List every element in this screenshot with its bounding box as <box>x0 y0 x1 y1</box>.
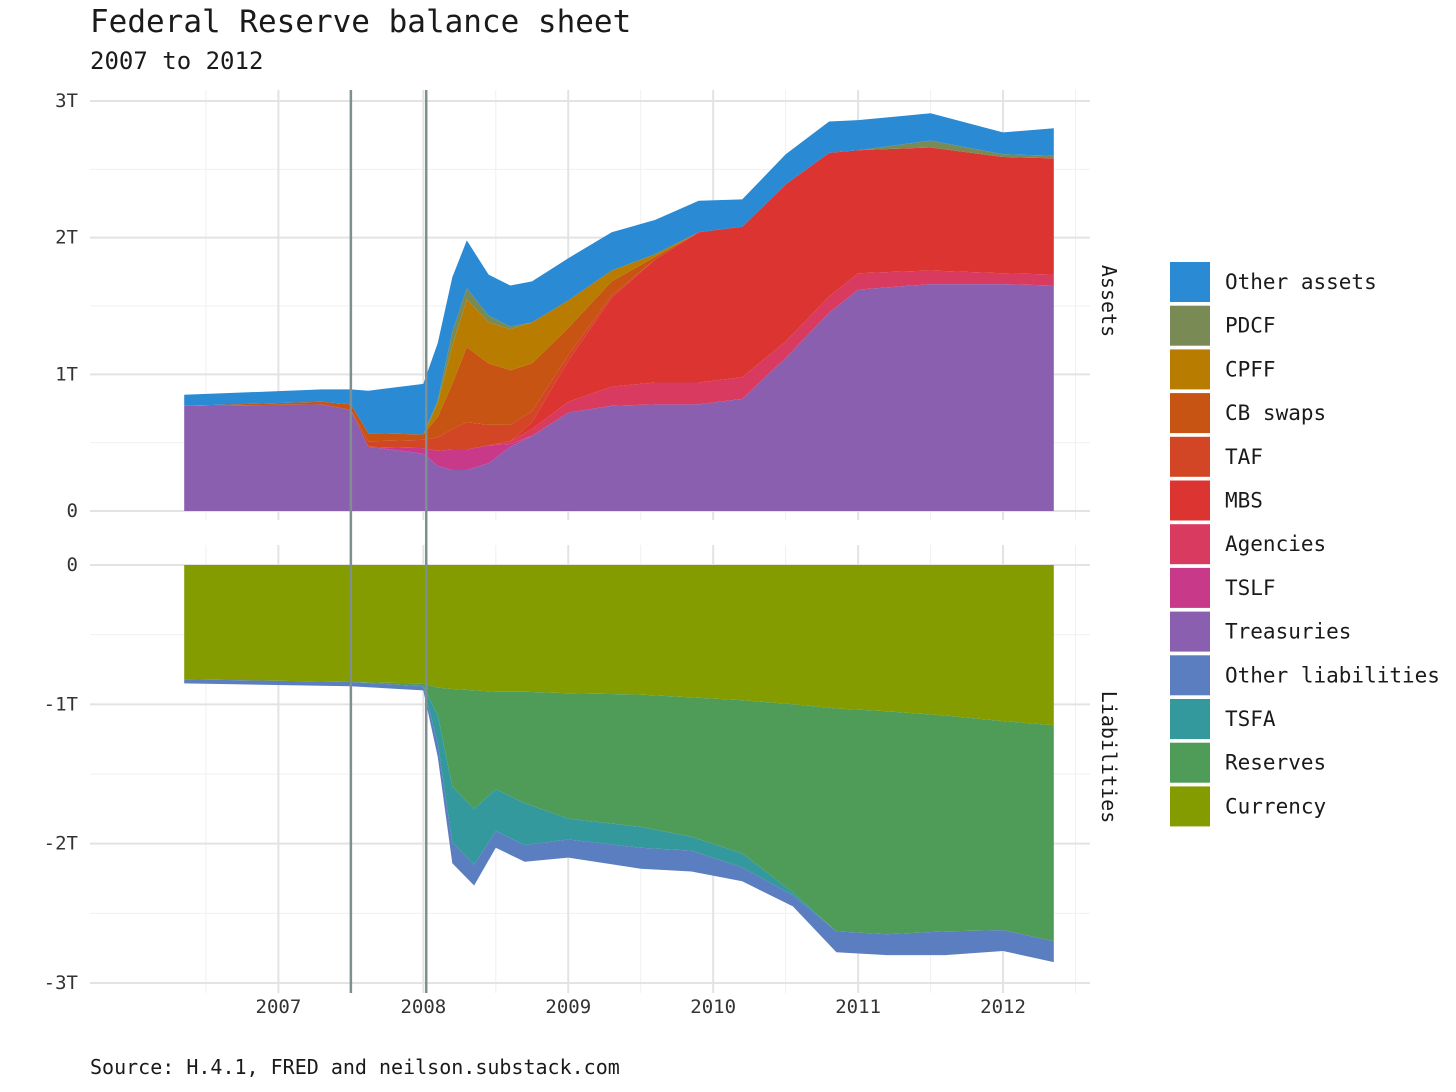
legend-swatch-tslf <box>1170 568 1210 608</box>
liabilities-area-reserves <box>184 679 1054 941</box>
liabilities-panel-label: Liabilities <box>1097 691 1121 823</box>
legend-swatch-reserves <box>1170 743 1210 783</box>
x-tick-label: 2010 <box>690 996 736 1018</box>
legend-label-pdcf: PDCF <box>1225 314 1276 338</box>
legend-swatch-cpff <box>1170 349 1210 389</box>
x-tick-label: 2007 <box>256 996 302 1018</box>
liabilities-y-tick-label: -2T <box>44 833 78 855</box>
liabilities-y-tick-label: -1T <box>44 693 78 715</box>
x-tick-label: 2012 <box>980 996 1026 1018</box>
legend-swatch-cb-swaps <box>1170 393 1210 433</box>
legend-label-reserves: Reserves <box>1225 751 1326 775</box>
legend-label-mbs: MBS <box>1225 489 1263 513</box>
source-caption: Source: H.4.1, FRED and neilson.substack… <box>90 1055 620 1079</box>
legend-swatch-other-assets <box>1170 262 1210 302</box>
legend-label-other-assets: Other assets <box>1225 270 1377 294</box>
legend-swatch-taf <box>1170 437 1210 477</box>
legend-swatch-agencies <box>1170 524 1210 564</box>
legend-swatch-mbs <box>1170 481 1210 521</box>
legend-label-cb-swaps: CB swaps <box>1225 401 1326 425</box>
x-tick-label: 2011 <box>835 996 881 1018</box>
assets-panel-label: Assets <box>1097 265 1121 337</box>
legend-label-tslf: TSLF <box>1225 576 1276 600</box>
legend-label-currency: Currency <box>1225 794 1326 818</box>
liabilities-y-tick-label: -3T <box>44 972 78 994</box>
legend: Other assets PDCF CPFF CB swaps TAF MBS Agenci… <box>1170 262 1440 826</box>
legend-label-treasuries: Treasuries <box>1225 620 1351 644</box>
legend-label-agencies: Agencies <box>1225 532 1326 556</box>
legend-swatch-currency <box>1170 786 1210 826</box>
assets-y-tick-label: 0 <box>67 500 78 522</box>
legend-label-tsfa: TSFA <box>1225 707 1276 731</box>
liabilities-y-tick-label: 0 <box>67 554 78 576</box>
legend-label-cpff: CPFF <box>1225 357 1276 381</box>
assets-y-tick-label: 2T <box>55 227 78 249</box>
assets-y-tick-label: 1T <box>55 363 78 385</box>
x-tick-label: 2009 <box>545 996 591 1018</box>
legend-swatch-tsfa <box>1170 699 1210 739</box>
legend-label-taf: TAF <box>1225 445 1263 469</box>
legend-swatch-other-liabilities <box>1170 655 1210 695</box>
x-tick-label: 2008 <box>400 996 446 1018</box>
legend-label-other-liabilities: Other liabilities <box>1225 663 1440 687</box>
area-layer <box>184 113 1054 962</box>
legend-swatch-treasuries <box>1170 612 1210 652</box>
legend-swatch-pdcf <box>1170 306 1210 346</box>
assets-y-tick-label: 3T <box>55 90 78 112</box>
event-lines <box>351 90 426 993</box>
